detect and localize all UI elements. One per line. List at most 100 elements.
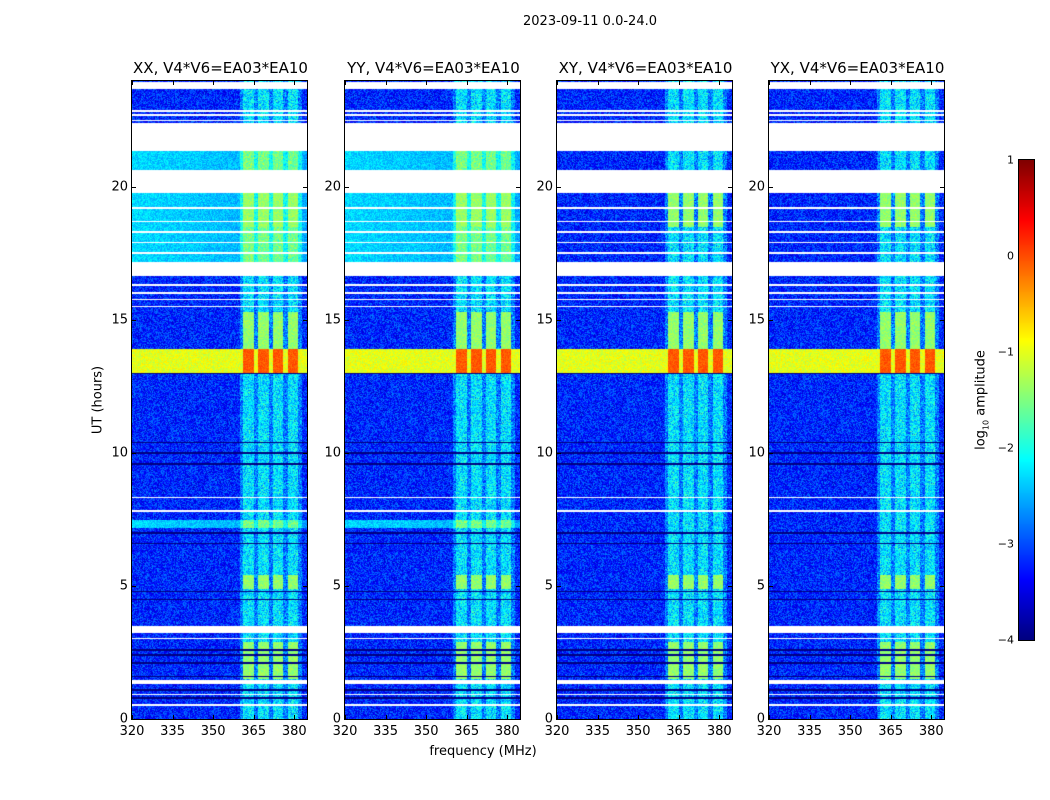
- x-tick-mark: [294, 81, 296, 85]
- y-tick-label: 5: [332, 578, 341, 594]
- panel-title: YX, V4*V6=EA03*EA10: [770, 59, 945, 77]
- panel-title: XY, V4*V6=EA03*EA10: [558, 59, 733, 77]
- y-tick-mark: [345, 586, 349, 588]
- y-tick-mark: [303, 719, 307, 720]
- y-tick-mark: [769, 453, 773, 455]
- y-tick-mark: [345, 453, 349, 455]
- x-tick-label: 320: [544, 724, 570, 739]
- y-tick-mark: [345, 187, 349, 189]
- y-tick-label: 0: [332, 711, 341, 727]
- x-tick-mark: [172, 715, 174, 719]
- y-tick-label: 15: [536, 312, 553, 328]
- x-tick-label: 335: [797, 724, 822, 739]
- y-tick-mark: [728, 453, 732, 455]
- x-tick-mark: [638, 81, 640, 85]
- waterfall-heatmap: [557, 81, 732, 719]
- x-tick-label: 335: [373, 724, 398, 739]
- y-tick-mark: [940, 187, 944, 189]
- x-tick-mark: [557, 81, 558, 85]
- y-tick-label: 5: [119, 578, 128, 594]
- x-tick-label: 350: [413, 724, 439, 739]
- x-tick-label: 350: [625, 724, 651, 739]
- y-tick-mark: [557, 586, 561, 588]
- x-tick-mark: [850, 715, 852, 719]
- colorbar-tick-label: −4: [997, 633, 1014, 647]
- x-tick-label: 350: [200, 724, 226, 739]
- y-tick-mark: [132, 719, 136, 720]
- y-tick-label: 15: [324, 312, 341, 328]
- x-tick-label: 320: [756, 724, 782, 739]
- panel-title: YY, V4*V6=EA03*EA10: [347, 59, 520, 77]
- x-tick-mark: [678, 715, 680, 719]
- x-tick-mark: [466, 81, 468, 85]
- x-tick-label: 365: [454, 724, 480, 739]
- y-tick-mark: [728, 586, 732, 588]
- x-tick-mark: [809, 81, 811, 85]
- y-tick-mark: [345, 320, 349, 322]
- y-tick-mark: [132, 320, 136, 322]
- x-tick-label: 365: [241, 724, 267, 739]
- panel-0: XX, V4*V6=EA03*EA10 0 5 10 15 20 320 335 350 365 3…: [111, 59, 308, 739]
- y-tick-label: 0: [544, 711, 553, 727]
- y-tick-mark: [516, 187, 520, 189]
- y-tick-mark: [132, 453, 136, 455]
- colorbar-tick-label: −3: [997, 537, 1014, 551]
- waterfall-heatmap: [132, 81, 307, 719]
- x-tick-label: 380: [281, 724, 307, 739]
- y-tick-mark: [557, 719, 561, 720]
- x-tick-label: 380: [494, 724, 520, 739]
- y-tick-mark: [940, 453, 944, 455]
- x-tick-mark: [345, 81, 346, 85]
- y-tick-label: 15: [748, 312, 765, 328]
- y-tick-label: 10: [111, 445, 128, 461]
- x-tick-mark: [890, 715, 892, 719]
- x-tick-mark: [132, 715, 133, 719]
- x-tick-mark: [213, 81, 215, 85]
- y-tick-mark: [516, 719, 520, 720]
- y-tick-label: 10: [324, 445, 341, 461]
- x-tick-label: 350: [837, 724, 863, 739]
- y-tick-label: 10: [748, 445, 765, 461]
- x-tick-mark: [769, 715, 770, 719]
- y-tick-label: 20: [111, 179, 128, 195]
- y-tick-mark: [345, 719, 349, 720]
- x-tick-label: 320: [119, 724, 145, 739]
- y-tick-label: 15: [111, 312, 128, 328]
- x-tick-mark: [931, 81, 933, 85]
- y-tick-mark: [769, 719, 773, 720]
- panel-3: YX, V4*V6=EA03*EA10 0 5 10 15 20 320 335 350 365 3…: [748, 59, 945, 739]
- y-tick-mark: [940, 586, 944, 588]
- y-tick-mark: [303, 187, 307, 189]
- y-tick-mark: [303, 320, 307, 322]
- y-tick-mark: [940, 719, 944, 720]
- y-tick-mark: [303, 453, 307, 455]
- y-tick-label: 10: [536, 445, 553, 461]
- y-tick-label: 20: [536, 179, 553, 195]
- y-tick-mark: [769, 320, 773, 322]
- y-tick-mark: [303, 586, 307, 588]
- colorbar-tick-label: 1: [1007, 153, 1014, 167]
- x-tick-mark: [385, 715, 387, 719]
- x-tick-label: 320: [332, 724, 358, 739]
- y-tick-mark: [516, 320, 520, 322]
- y-tick-mark: [132, 187, 136, 189]
- x-tick-mark: [638, 715, 640, 719]
- x-tick-label: 335: [160, 724, 185, 739]
- panel-1: YY, V4*V6=EA03*EA10 0 5 10 15 20 320 335 350 365 3…: [324, 59, 521, 739]
- y-tick-mark: [557, 187, 561, 189]
- y-tick-mark: [728, 320, 732, 322]
- colorbar-tick-label: −1: [997, 345, 1014, 359]
- x-tick-mark: [557, 715, 558, 719]
- x-tick-mark: [172, 81, 174, 85]
- y-tick-mark: [516, 586, 520, 588]
- colorbar-label: log10 amplitude: [973, 350, 991, 450]
- y-tick-mark: [769, 586, 773, 588]
- y-tick-label: 5: [756, 578, 765, 594]
- waterfall-heatmap: [345, 81, 520, 719]
- x-tick-mark: [345, 715, 346, 719]
- x-tick-mark: [132, 81, 133, 85]
- x-tick-mark: [213, 715, 215, 719]
- x-tick-mark: [253, 81, 255, 85]
- x-tick-mark: [678, 81, 680, 85]
